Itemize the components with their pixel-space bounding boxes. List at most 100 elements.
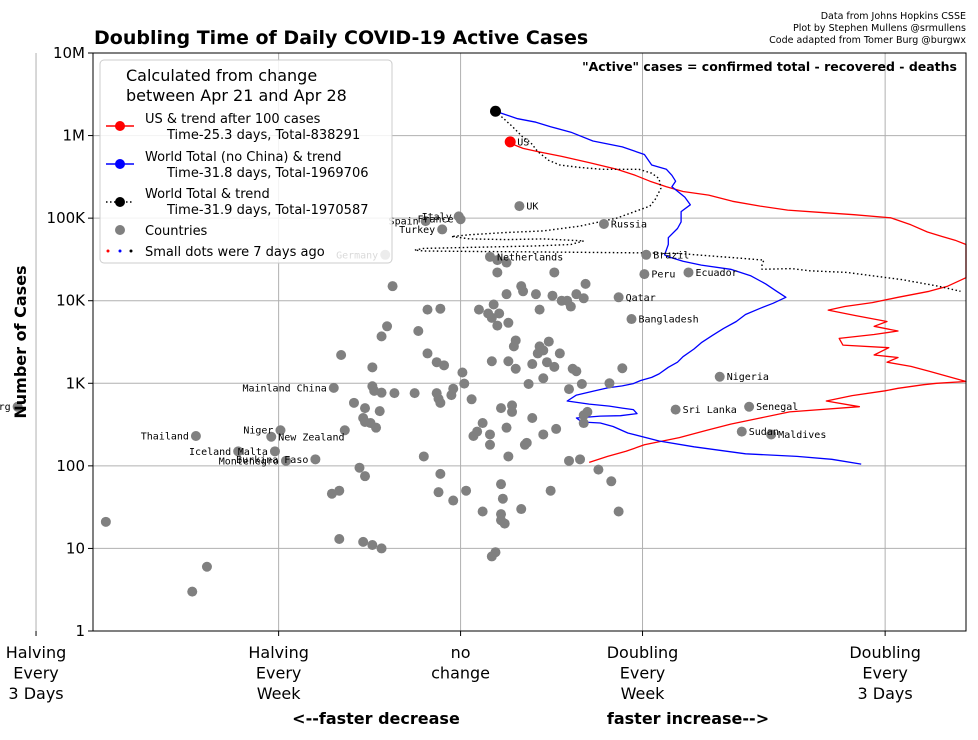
country-point	[541, 357, 552, 368]
country-point	[275, 425, 286, 436]
legend-title-line-1: Calculated from change	[126, 66, 317, 85]
country-label: Spain	[389, 217, 419, 228]
country-label: Bangladesh	[639, 315, 699, 326]
country-point	[744, 401, 755, 412]
country-point	[543, 336, 554, 347]
country-point	[593, 464, 604, 475]
country-label: Burkina Faso	[236, 455, 308, 466]
country-point	[328, 382, 339, 393]
country-point	[376, 543, 387, 554]
series-line	[495, 110, 862, 465]
country-point	[326, 488, 337, 499]
country-point	[455, 214, 466, 225]
country-point	[360, 403, 371, 414]
country-point	[510, 363, 521, 374]
x-tick-label: no	[451, 643, 471, 662]
x-tick-label: Every	[13, 664, 58, 683]
x-tick-label: change	[431, 664, 490, 683]
country-label: Ecuador	[695, 268, 737, 279]
country-point	[503, 451, 514, 462]
country-point	[190, 430, 201, 441]
country-point	[538, 373, 549, 384]
country-label: Turkey	[399, 225, 435, 236]
country-point	[501, 289, 512, 300]
country-point	[494, 308, 505, 319]
country-point	[496, 509, 507, 520]
country-point	[437, 224, 448, 235]
country-point	[484, 439, 495, 450]
country-label: Thailand	[141, 431, 189, 442]
x-tick-label: Doubling	[607, 643, 679, 662]
legend-us-label-2: Time-25.3 days, Total-838291	[166, 128, 360, 143]
country-point	[496, 403, 507, 414]
y-tick-label: 10	[66, 539, 85, 557]
y-tick-label: 10M	[53, 44, 85, 62]
country-point	[459, 378, 470, 389]
country-point	[527, 412, 538, 423]
y-tick-label: 100	[56, 457, 85, 475]
x-axis-label-left: <--faster decrease	[292, 709, 460, 728]
x-tick-label: Week	[257, 684, 302, 703]
legend-world-noc-label-1: World Total (no China) & trend	[145, 150, 342, 165]
legend-world-label-1: World Total & trend	[145, 187, 270, 202]
country-point	[514, 201, 525, 212]
legend-countries-label: Countries	[145, 224, 208, 239]
country-point	[336, 350, 347, 361]
country-point	[578, 410, 589, 421]
country-point	[433, 487, 444, 498]
country-point	[439, 360, 450, 371]
country-point	[538, 429, 549, 440]
country-point	[367, 540, 378, 551]
country-point	[554, 348, 565, 359]
country-label: Senegal	[756, 402, 798, 413]
country-point	[367, 362, 378, 373]
credit-line-2: Plot by Stephen Mullens @srmullens	[793, 23, 966, 34]
country-point	[187, 586, 198, 597]
country-point	[484, 429, 495, 440]
country-point	[12, 401, 23, 412]
country-point	[100, 516, 111, 527]
country-label: Netherlands	[497, 252, 563, 263]
country-point	[433, 393, 444, 404]
country-point	[358, 536, 369, 547]
credit-line-1: Data from Johns Hopkins CSSE	[821, 11, 966, 22]
country-point	[549, 361, 560, 372]
country-point	[641, 249, 652, 260]
legend-box	[99, 59, 393, 264]
country-point	[435, 303, 446, 314]
country-point	[420, 216, 431, 227]
series-lines	[413, 110, 967, 465]
legend-world-marker	[115, 197, 125, 207]
country-labels: USItalyFranceSpainTurkeyUKRussiaGermanyN…	[0, 137, 826, 467]
legend-us-label-1: US & trend after 100 cases	[145, 112, 321, 127]
country-point	[551, 423, 562, 434]
x-tick-label: Halving	[6, 643, 67, 662]
country-point	[339, 425, 350, 436]
country-point	[516, 504, 527, 515]
country-point	[501, 422, 512, 433]
country-label: Brazil	[653, 250, 689, 261]
plot-frame	[92, 52, 967, 632]
country-point	[530, 289, 541, 300]
x-tick-label: Doubling	[849, 643, 921, 662]
country-point	[422, 348, 433, 359]
y-axis: 1 10 100 1K 10K 100K 1M 10M	[47, 44, 93, 640]
country-point	[484, 251, 495, 262]
country-label: Qatar	[626, 293, 656, 304]
country-point	[545, 485, 556, 496]
plot-area: USItalyFranceSpainTurkeyUKRussiaGermanyN…	[0, 52, 967, 632]
country-point	[413, 325, 424, 336]
country-point	[564, 384, 575, 395]
y-tick-label: 100K	[47, 209, 87, 227]
legend-world-label-2: Time-31.9 days, Total-1970587	[166, 203, 368, 218]
country-point	[496, 479, 507, 490]
country-point	[575, 454, 586, 465]
legend-world-noc-label-2: Time-31.8 days, Total-1969706	[166, 166, 368, 181]
country-label: New Zealand	[278, 432, 344, 443]
active-cases-annotation: "Active" cases = confirmed total - recov…	[582, 59, 957, 74]
y-tick-label: 1K	[66, 374, 87, 392]
x-tick-label: Halving	[248, 643, 309, 662]
country-label: Luxembourg	[0, 402, 11, 413]
country-point	[508, 341, 519, 352]
